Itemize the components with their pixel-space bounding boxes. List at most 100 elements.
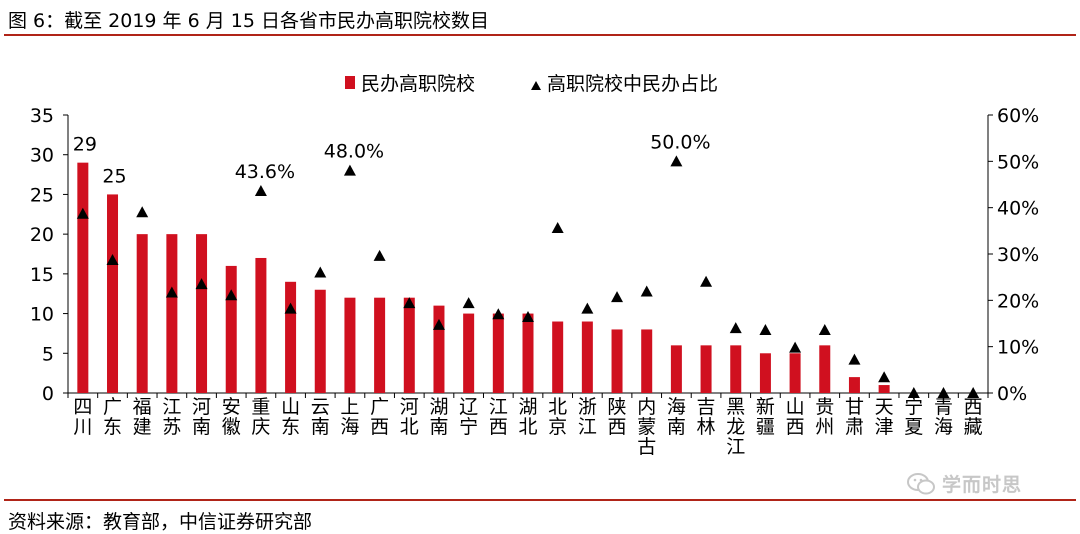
marker-point bbox=[165, 286, 178, 298]
marker-point bbox=[284, 302, 297, 314]
x-tick-label: 广 bbox=[370, 396, 389, 418]
bar bbox=[611, 329, 623, 393]
marker-point bbox=[343, 164, 356, 176]
bar bbox=[641, 329, 653, 393]
x-tick-label: 辽 bbox=[459, 396, 478, 418]
marker-point bbox=[225, 289, 238, 301]
x-tick-label: 藏 bbox=[964, 416, 983, 438]
marker-point bbox=[789, 341, 802, 353]
marker-data-label: 43.6% bbox=[235, 161, 295, 183]
x-tick-label: 南 bbox=[192, 416, 211, 438]
bar bbox=[878, 385, 890, 393]
marker-point bbox=[818, 323, 831, 335]
marker-point bbox=[878, 371, 891, 383]
y-left-tick-label: 35 bbox=[30, 105, 54, 127]
marker-point bbox=[640, 285, 653, 297]
marker-point bbox=[670, 155, 683, 167]
x-tick-label: 津 bbox=[875, 416, 894, 438]
bar bbox=[255, 257, 267, 393]
bar bbox=[759, 353, 771, 393]
bar-data-label: 29 bbox=[73, 134, 97, 156]
bar bbox=[522, 313, 534, 393]
bar bbox=[730, 345, 742, 393]
marker-point bbox=[907, 387, 920, 398]
bar bbox=[848, 377, 860, 393]
y-right-tick-label: 0% bbox=[997, 383, 1027, 405]
y-left-tick-label: 5 bbox=[42, 343, 54, 365]
x-tick-label: 云 bbox=[311, 396, 330, 418]
marker-point bbox=[462, 297, 475, 309]
x-tick-label: 江 bbox=[162, 396, 181, 418]
x-tick-label: 建 bbox=[133, 416, 152, 438]
x-tick-label: 蒙 bbox=[637, 416, 656, 438]
x-tick-label: 庆 bbox=[251, 416, 270, 438]
x-tick-label: 南 bbox=[667, 416, 686, 438]
x-tick-label: 贵 bbox=[815, 396, 834, 418]
title-divider bbox=[4, 34, 1076, 36]
y-right-tick-label: 20% bbox=[997, 290, 1039, 312]
watermark: 学而时思 bbox=[906, 470, 1022, 497]
x-tick-label: 江 bbox=[726, 436, 745, 458]
legend-swatch-markers bbox=[531, 81, 541, 90]
bar bbox=[344, 297, 356, 393]
y-right-tick-label: 40% bbox=[997, 198, 1039, 220]
x-tick-label: 吉 bbox=[697, 396, 716, 418]
marker-point bbox=[373, 249, 386, 261]
x-tick-label: 重 bbox=[251, 396, 270, 418]
x-tick-label: 安 bbox=[222, 396, 241, 418]
marker-point bbox=[522, 311, 534, 323]
x-tick-label: 福 bbox=[133, 396, 152, 418]
y-right-tick-label: 60% bbox=[997, 105, 1039, 127]
bar bbox=[285, 281, 297, 393]
marker-data-label: 50.0% bbox=[650, 131, 710, 153]
bar bbox=[552, 321, 564, 393]
x-tick-label: 北 bbox=[400, 416, 419, 438]
x-tick-label: 山 bbox=[281, 396, 300, 418]
x-tick-label: 西 bbox=[608, 416, 627, 438]
bar bbox=[789, 353, 801, 393]
y-right-tick-label: 30% bbox=[997, 244, 1039, 266]
x-tick-label: 浙 bbox=[578, 396, 597, 418]
bar bbox=[314, 289, 326, 393]
x-tick-label: 夏 bbox=[904, 416, 923, 438]
x-tick-label: 山 bbox=[786, 396, 805, 418]
x-tick-label: 北 bbox=[518, 416, 537, 438]
bar-data-label: 25 bbox=[102, 165, 126, 187]
bar bbox=[166, 234, 178, 393]
x-tick-label: 湖 bbox=[518, 396, 537, 418]
x-tick-label: 东 bbox=[103, 416, 122, 438]
x-tick-label: 青 bbox=[934, 396, 953, 418]
marker-point bbox=[254, 184, 267, 196]
bar bbox=[670, 345, 682, 393]
x-tick-label: 黑 bbox=[726, 396, 745, 418]
x-tick-label: 内 bbox=[637, 396, 656, 418]
source-divider bbox=[4, 499, 1076, 501]
bar bbox=[433, 305, 445, 393]
x-tick-label: 古 bbox=[637, 436, 656, 458]
marker-point bbox=[759, 323, 772, 335]
x-tick-label: 西 bbox=[370, 416, 389, 438]
marker-point bbox=[76, 207, 89, 219]
marker-point bbox=[700, 275, 713, 287]
x-tick-label: 京 bbox=[548, 416, 567, 438]
marker-point bbox=[848, 353, 861, 365]
bar bbox=[77, 162, 89, 393]
x-tick-label: 上 bbox=[340, 396, 359, 418]
x-tick-label: 宁 bbox=[904, 396, 923, 418]
x-tick-label: 天 bbox=[875, 396, 894, 418]
y-right-tick-label: 50% bbox=[997, 151, 1039, 173]
marker-point bbox=[967, 387, 980, 398]
bar bbox=[136, 234, 148, 393]
marker-point bbox=[403, 297, 416, 309]
bar bbox=[107, 194, 119, 393]
x-tick-label: 陕 bbox=[608, 396, 627, 418]
x-tick-label: 甘 bbox=[845, 396, 864, 418]
x-tick-label: 南 bbox=[429, 416, 448, 438]
marker-point bbox=[937, 387, 950, 398]
x-tick-label: 林 bbox=[697, 416, 716, 438]
marker-point bbox=[314, 266, 327, 278]
x-tick-label: 河 bbox=[400, 396, 419, 418]
x-tick-label: 海 bbox=[667, 396, 686, 418]
source-note: 资料来源：教育部，中信证券研究部 bbox=[8, 511, 313, 533]
